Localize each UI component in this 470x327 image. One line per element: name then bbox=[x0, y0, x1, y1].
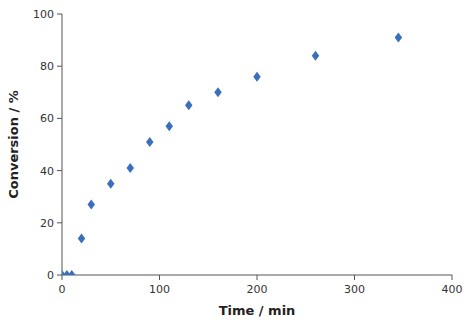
x-tick-label: 400 bbox=[442, 283, 463, 296]
y-tick bbox=[57, 222, 62, 223]
x-tick-label: 0 bbox=[59, 283, 66, 296]
y-tick bbox=[57, 66, 62, 67]
x-axis: 0 100 200 300 400 bbox=[59, 275, 463, 296]
x-tick bbox=[452, 275, 453, 280]
point bbox=[127, 163, 135, 173]
y-tick-label: 20 bbox=[40, 217, 54, 230]
x-tick-label: 100 bbox=[149, 283, 170, 296]
y-tick-label: 60 bbox=[40, 112, 54, 125]
point bbox=[78, 233, 86, 243]
x-tick bbox=[354, 275, 355, 280]
point bbox=[88, 200, 96, 210]
y-axis: 0 20 40 60 80 100 bbox=[33, 8, 62, 282]
point bbox=[107, 179, 115, 189]
x-tick bbox=[62, 275, 63, 280]
x-axis-line bbox=[62, 275, 452, 276]
y-tick bbox=[57, 275, 62, 276]
y-tick-label: 0 bbox=[47, 269, 54, 282]
point bbox=[395, 32, 403, 42]
y-tick bbox=[57, 170, 62, 171]
x-tick-label: 300 bbox=[344, 283, 365, 296]
x-tick bbox=[257, 275, 258, 280]
y-tick-label: 80 bbox=[40, 60, 54, 73]
plot-area bbox=[62, 14, 452, 275]
point bbox=[253, 72, 261, 82]
point bbox=[185, 100, 193, 110]
chart-container: 0 100 200 300 400 0 20 40 60 80 100 Time / min Conve… bbox=[0, 0, 470, 327]
chart: 0 100 200 300 400 0 20 40 60 80 100 Time / min Conve… bbox=[0, 0, 470, 327]
point bbox=[68, 270, 76, 275]
x-axis-label: Time / min bbox=[219, 303, 296, 318]
point bbox=[214, 87, 222, 97]
y-tick-label: 40 bbox=[40, 165, 54, 178]
y-tick-label: 100 bbox=[33, 8, 54, 21]
points bbox=[62, 32, 402, 275]
point bbox=[312, 51, 320, 61]
x-tick-label: 200 bbox=[247, 283, 268, 296]
y-axis-line bbox=[62, 14, 63, 275]
y-tick bbox=[57, 14, 62, 15]
x-tick bbox=[159, 275, 160, 280]
point bbox=[146, 137, 154, 147]
y-axis-label: Conversion / % bbox=[6, 90, 21, 199]
y-tick bbox=[57, 118, 62, 119]
point bbox=[166, 121, 174, 131]
